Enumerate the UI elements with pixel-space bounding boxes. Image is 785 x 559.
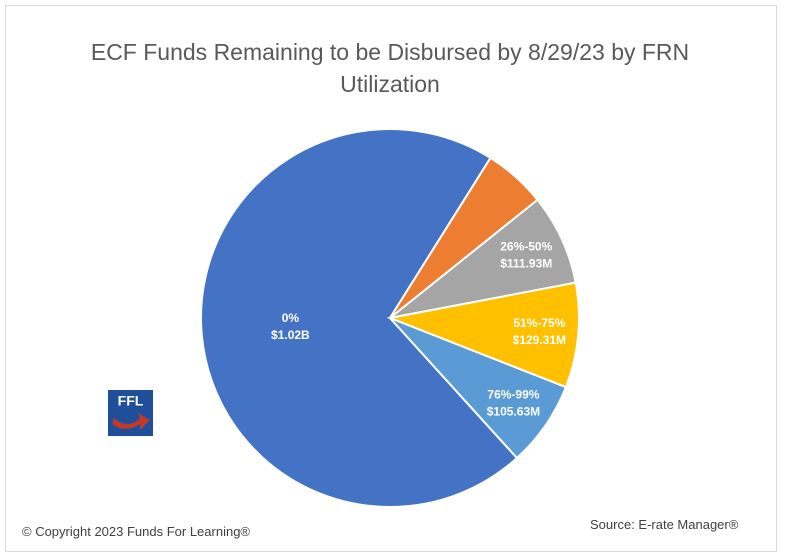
logo-text: FFL	[118, 393, 144, 409]
slice-category-label: 26%-50%	[500, 239, 552, 253]
pie-slice	[386, 281, 580, 389]
pie-slice	[389, 198, 577, 319]
chart-frame	[5, 5, 777, 552]
pie-slice	[389, 317, 568, 460]
chart-title: ECF Funds Remaining to be Disbursed by 8…	[90, 39, 690, 97]
pie-slice	[200, 128, 519, 508]
slice-category-label: 76%-99%	[487, 387, 539, 401]
slice-value-label: $111.93M	[500, 256, 552, 270]
slice-category-label: 0%	[282, 311, 300, 325]
copyright: © Copyright 2023 Funds For Learning®	[22, 524, 251, 539]
source: Source: E-rate Manager®	[590, 517, 739, 532]
slice-value-label: $105.63M	[487, 404, 540, 418]
slice-category-label: 51%-75%	[513, 316, 565, 330]
slice-value-label: $1.02B	[271, 328, 310, 342]
logo: FFL	[108, 390, 153, 436]
slice-value-label: $129.31M	[513, 333, 566, 347]
